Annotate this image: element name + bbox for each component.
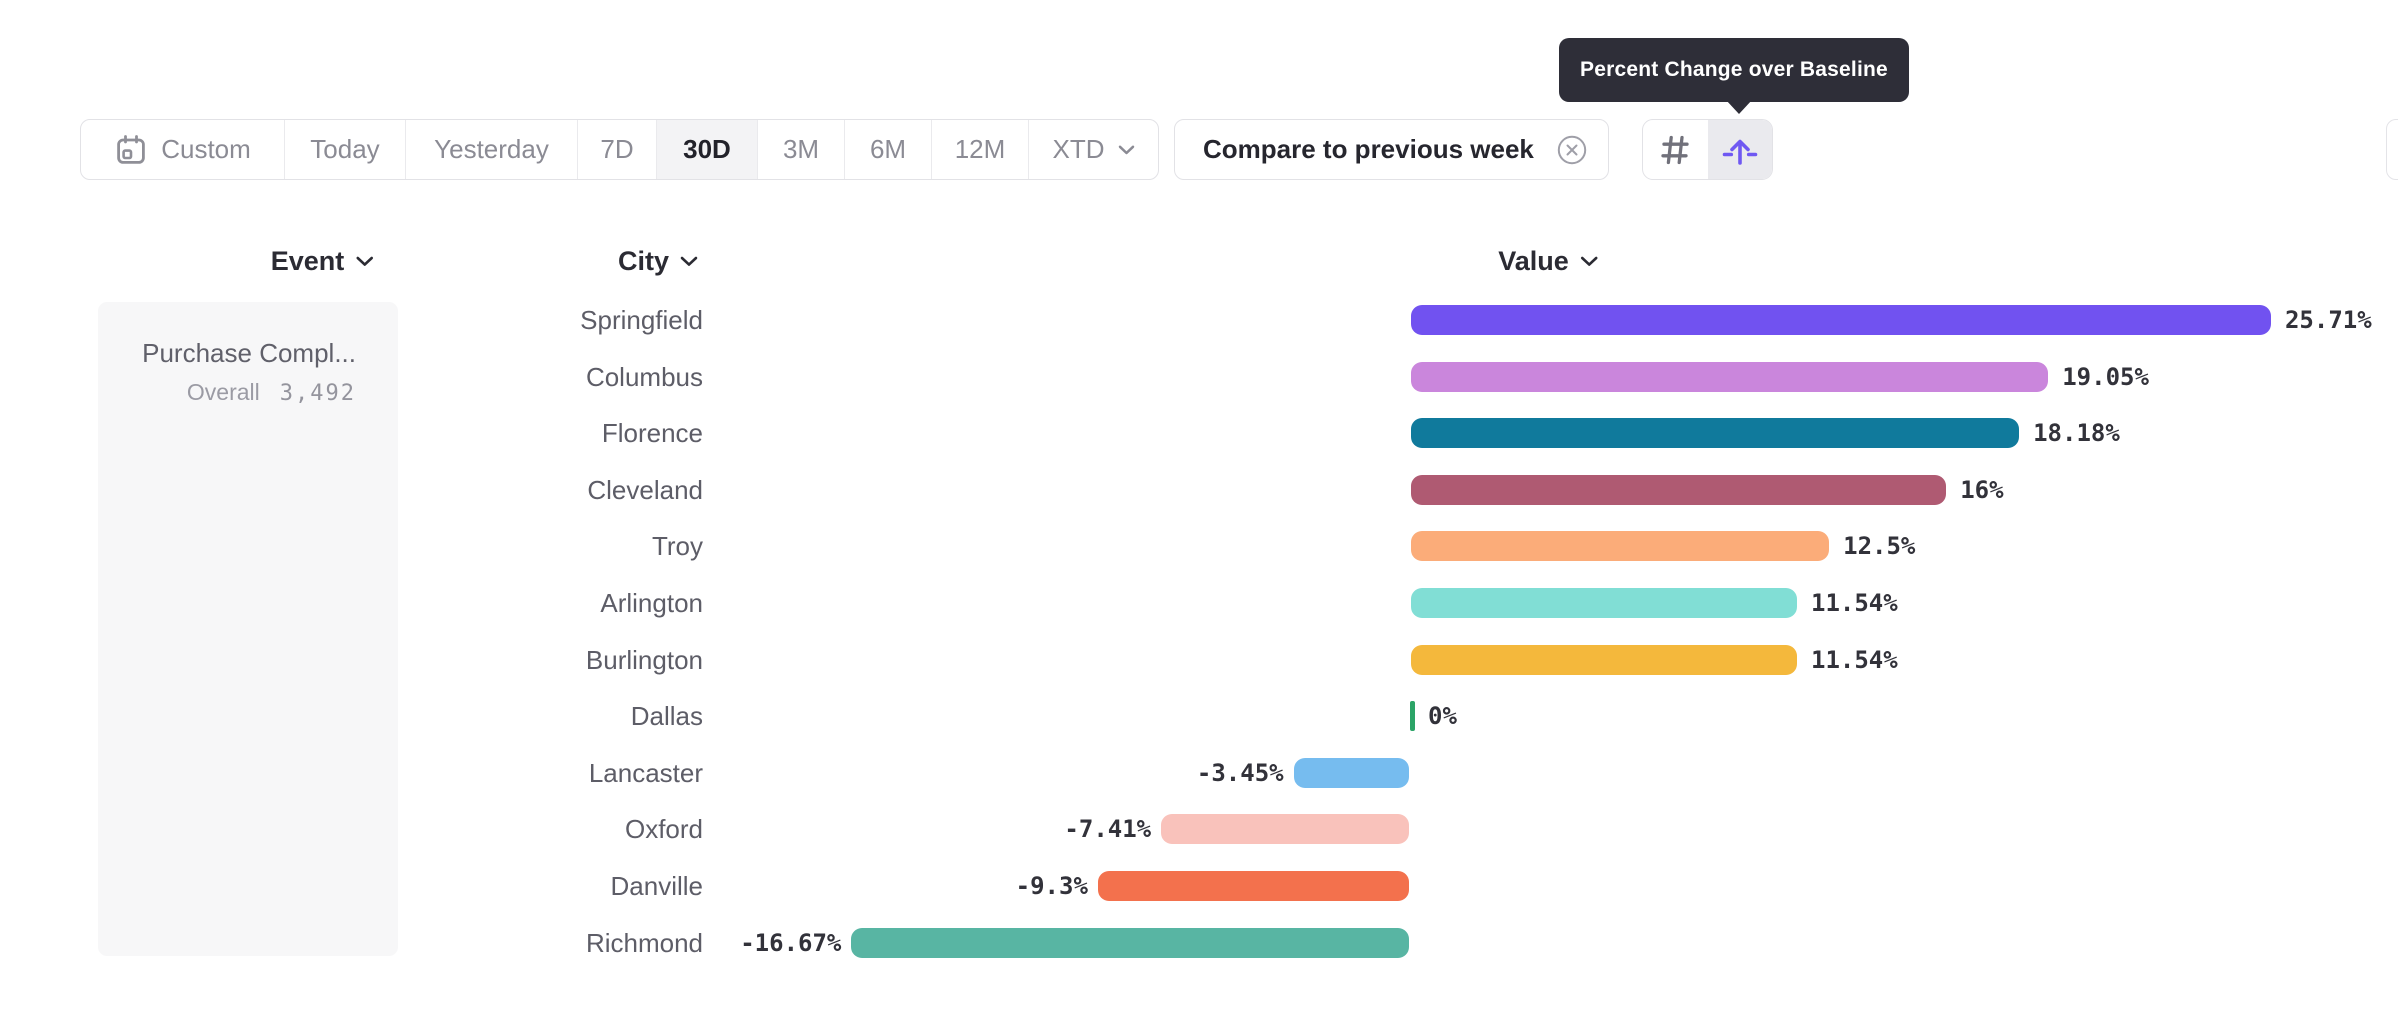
- chevron-down-icon: [680, 256, 698, 267]
- range-button-yesterday[interactable]: Yesterday: [406, 120, 578, 179]
- bar-burlington[interactable]: [1411, 644, 1797, 675]
- hash-icon: [1656, 131, 1694, 169]
- column-header-label: City: [617, 246, 670, 276]
- city-label: Cleveland: [587, 474, 703, 505]
- date-range-segmented-control: Custom Today Yesterday 7D 30D 3M 6M 12M XTD: [80, 119, 1159, 180]
- bar-florence[interactable]: [1411, 418, 2020, 449]
- range-button-custom[interactable]: Custom: [81, 120, 285, 179]
- range-button-label: Custom: [161, 134, 251, 164]
- range-button-label: 30D: [683, 134, 731, 164]
- toggle-button-numbers[interactable]: [1643, 120, 1708, 179]
- bar-value-label: 18.18%: [2033, 419, 2120, 448]
- range-button-7d[interactable]: 7D: [578, 120, 657, 179]
- column-header-event[interactable]: Event: [271, 246, 374, 277]
- bar-value-label: 16%: [1960, 475, 2004, 504]
- bar-value-label: 19.05%: [2062, 362, 2149, 391]
- event-panel: Purchase Compl... Overall 3,492: [98, 302, 398, 956]
- bar-dallas[interactable]: [1410, 701, 1415, 732]
- bar-value-label: -16.67%: [740, 928, 842, 957]
- bar-troy[interactable]: [1411, 531, 1830, 562]
- range-button-3m[interactable]: 3M: [758, 120, 845, 179]
- bar-value-label: -9.3%: [1015, 872, 1088, 900]
- range-button-label: 3M: [782, 134, 820, 164]
- edge-button[interactable]: [2386, 119, 2398, 180]
- column-header-label: Event: [270, 246, 345, 276]
- chart-value-mode-toggle: [1642, 119, 1773, 180]
- column-header-value[interactable]: Value: [1498, 246, 1598, 277]
- range-button-label: 12M: [954, 134, 1006, 164]
- chevron-down-icon: [355, 256, 373, 267]
- percent-change-baseline-icon: [1720, 130, 1760, 170]
- bar-value-label: 0%: [1428, 702, 1457, 731]
- city-label: Lancaster: [588, 757, 703, 788]
- bar-lancaster[interactable]: [1293, 757, 1409, 788]
- range-button-label: Today: [310, 134, 380, 164]
- calendar-icon: [114, 133, 148, 167]
- compare-chip-label: Compare to previous week: [1203, 134, 1534, 164]
- city-label: Troy: [651, 531, 703, 562]
- tooltip-arrow: [1726, 100, 1752, 114]
- city-label: Burlington: [585, 644, 703, 675]
- range-button-label: Yesterday: [434, 134, 549, 164]
- bar-value-label: 25.71%: [2284, 306, 2372, 334]
- bar-value-label: 11.54%: [1811, 589, 1898, 617]
- bar-value-label: -3.45%: [1196, 758, 1284, 787]
- segment-count: 3,492: [279, 381, 356, 406]
- column-header-label: Value: [1498, 246, 1569, 276]
- city-label: Richmond: [585, 927, 703, 958]
- city-label: Florence: [601, 418, 703, 449]
- bar-columbus[interactable]: [1411, 361, 2049, 392]
- city-label: Dallas: [630, 701, 703, 732]
- bar-arlington[interactable]: [1411, 588, 1797, 618]
- x-circle-icon[interactable]: [1556, 134, 1588, 166]
- city-label: Arlington: [600, 588, 703, 618]
- range-button-label: 6M: [869, 134, 907, 164]
- bar-richmond[interactable]: [851, 927, 1409, 958]
- range-button-6m[interactable]: 6M: [845, 120, 932, 179]
- range-button-label: 7D: [600, 134, 634, 164]
- tooltip-text: Percent Change over Baseline: [1580, 58, 1888, 81]
- city-label: Columbus: [585, 361, 703, 392]
- compare-chip[interactable]: Compare to previous week: [1174, 119, 1609, 180]
- range-button-xtd[interactable]: XTD: [1029, 120, 1158, 179]
- toggle-button-percent-change[interactable]: [1707, 120, 1772, 179]
- bar-oxford[interactable]: [1161, 814, 1409, 845]
- bar-value-label: -7.41%: [1064, 815, 1152, 844]
- range-button-label: XTD: [1052, 134, 1105, 164]
- bar-value-label: 11.54%: [1811, 645, 1898, 674]
- chevron-down-icon: [1118, 145, 1135, 155]
- event-name[interactable]: Purchase Compl...: [142, 338, 356, 368]
- chevron-down-icon: [1580, 256, 1598, 267]
- tooltip: Percent Change over Baseline: [1559, 38, 1909, 102]
- bar-value-label: 12.5%: [1843, 532, 1916, 561]
- event-segment-row: Overall 3,492: [187, 379, 356, 406]
- bar-cleveland[interactable]: [1411, 474, 1947, 505]
- city-label: Danville: [610, 871, 704, 901]
- bar-springfield[interactable]: [1411, 305, 2271, 335]
- city-label: Springfield: [580, 305, 703, 335]
- range-button-today[interactable]: Today: [285, 120, 406, 179]
- city-label: Oxford: [624, 814, 703, 845]
- segment-label: Overall: [186, 379, 260, 405]
- range-button-12m[interactable]: 12M: [932, 120, 1029, 179]
- bar-danville[interactable]: [1097, 871, 1409, 901]
- column-header-city[interactable]: City: [618, 246, 698, 277]
- range-button-30d[interactable]: 30D: [657, 120, 758, 179]
